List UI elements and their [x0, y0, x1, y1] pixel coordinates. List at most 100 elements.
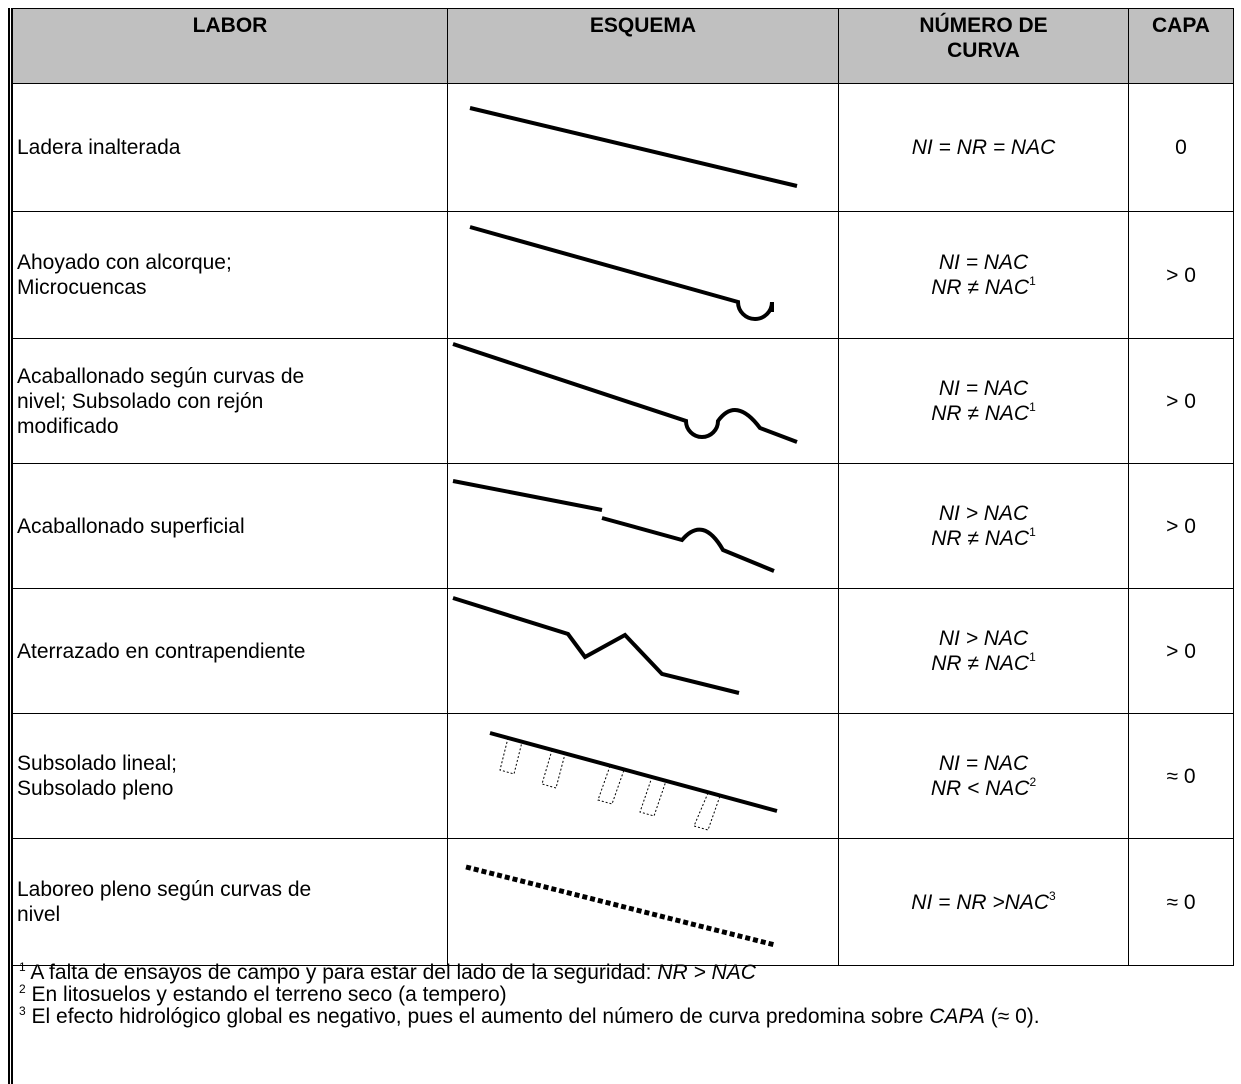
- footnote: 1 A falta de ensayos de campo y para est…: [19, 960, 1233, 984]
- labor-cell: Ladera inalterada: [10, 83, 448, 212]
- table-row: Ladera inalterada NI = NR = NAC 0: [10, 83, 1234, 212]
- curva-cell: NI = NR = NAC: [838, 83, 1129, 212]
- header-text: ESQUEMA: [589, 14, 697, 37]
- curva-text: NI > NAC: [938, 502, 1029, 525]
- footnote-mark: 2: [19, 982, 26, 996]
- schema-cell: [447, 338, 839, 464]
- table-row: Laboreo pleno según curvas de nivel NI = N…: [10, 838, 1234, 966]
- footnote-text: El efecto hidrológico global es negativo…: [31, 1005, 930, 1028]
- curva-cell: NI > NAC NR ≠ NAC1: [838, 588, 1129, 714]
- footnote-ref: 1: [1029, 400, 1036, 414]
- curva-text: NR ≠ NAC: [931, 402, 1030, 425]
- schema-cell: [447, 211, 839, 339]
- curva-text: NI = NAC: [938, 752, 1029, 775]
- footnote-italic: NR > NAC: [657, 961, 756, 984]
- capa-cell: > 0: [1128, 211, 1234, 339]
- footnote-ref: 3: [1049, 888, 1056, 903]
- labor-text: modificado: [17, 414, 119, 438]
- labor-text: Microcuencas: [17, 276, 147, 299]
- labor-table: LABOR ESQUEMA NÚMERO DE CURVA CAPA Ladera in…: [8, 8, 1234, 966]
- footnote: 3 El efecto hidrológico global es negati…: [19, 1004, 1233, 1028]
- curva-cell: NI = NAC NR ≠ NAC1: [838, 211, 1129, 339]
- footnote-ref: 2: [1029, 775, 1037, 789]
- labor-cell: Acaballonado superficial: [10, 463, 448, 589]
- labor-text: nivel; Subsolado con rejón: [17, 389, 264, 413]
- curva-line: NR ≠ NAC1: [843, 651, 1124, 676]
- header-text: CAPA: [1152, 14, 1210, 37]
- labor-cell: Ahoyado con alcorque; Microcuencas: [10, 211, 448, 339]
- curva-text: NI = NR >NAC: [911, 890, 1049, 914]
- capa-cell: > 0: [1128, 588, 1234, 714]
- labor-text: Ahoyado con alcorque;: [17, 251, 232, 274]
- labor-cell: Acaballonado según curvas de nivel; Subso…: [10, 338, 448, 464]
- schema-cell: [447, 713, 839, 839]
- capa-cell: > 0: [1128, 338, 1234, 464]
- curva-line: NI = NR = NAC: [843, 135, 1124, 160]
- curva-line: NR ≠ NAC1: [843, 401, 1124, 426]
- labor-cell: Subsolado lineal; Subsolado pleno: [10, 713, 448, 839]
- footnote-mark: 1: [19, 960, 26, 974]
- labor-text: Acaballonado superficial: [17, 514, 245, 538]
- labor-text: Laboreo pleno según curvas de: [17, 878, 312, 901]
- curva-text: NR ≠ NAC: [931, 652, 1030, 675]
- curva-line: NI = NAC: [843, 376, 1124, 401]
- capa-cell: ≈ 0: [1128, 838, 1234, 966]
- schema-cell: [447, 588, 839, 714]
- curva-line: NI = NR >NAC3: [843, 890, 1124, 915]
- labor-text: nivel: [17, 903, 61, 926]
- labor-text: Aterrazado en contrapendiente: [17, 639, 306, 663]
- schema-cell: [447, 838, 839, 966]
- curva-text: NR < NAC: [930, 777, 1030, 800]
- table-row: Aterrazado en contrapendiente NI > NAC NR …: [10, 588, 1234, 714]
- footnote-text: (≈ 0).: [984, 1005, 1040, 1028]
- header-text: NÚMERO DE: [919, 14, 1048, 37]
- curva-line: NR ≠ NAC1: [843, 526, 1124, 551]
- curva-text: NI = NAC: [938, 377, 1029, 400]
- header-text: LABOR: [192, 14, 268, 37]
- curva-text: NI = NAC: [938, 251, 1029, 274]
- curva-text: NI > NAC: [938, 627, 1029, 650]
- labor-cell: Laboreo pleno según curvas de nivel: [10, 838, 448, 966]
- footnote-ref: 1: [1029, 525, 1036, 539]
- footnote-text: En litosuelos y estando el terreno seco …: [31, 983, 507, 1006]
- labor-text: Subsolado pleno: [17, 777, 174, 800]
- footnote-ref: 1: [1029, 274, 1036, 288]
- table-row: Subsolado lineal; Subsolado pleno NI = NAC…: [10, 713, 1234, 839]
- curva-text: NR ≠ NAC: [931, 527, 1030, 550]
- labor-cell: Aterrazado en contrapendiente: [10, 588, 448, 714]
- header-text: CURVA: [947, 39, 1020, 62]
- header-cell: ESQUEMA: [447, 8, 839, 84]
- header-row: LABOR ESQUEMA NÚMERO DE CURVA CAPA: [10, 8, 1234, 84]
- header-cell: CAPA: [1128, 8, 1234, 84]
- labor-text: Subsolado lineal;: [17, 752, 177, 775]
- curva-line: NR ≠ NAC1: [843, 275, 1124, 300]
- footnotes: 1 A falta de ensayos de campo y para est…: [8, 960, 1233, 1084]
- labor-text: Ladera inalterada: [17, 136, 181, 159]
- table-body: Ladera inalterada NI = NR = NAC 0 Ahoyado c…: [10, 83, 1234, 966]
- footnote-mark: 3: [19, 1004, 26, 1018]
- table-row: Ahoyado con alcorque; Microcuencas NI = NA…: [10, 211, 1234, 339]
- header-cell: LABOR: [10, 8, 448, 84]
- schema-cell: [447, 463, 839, 589]
- footnote-text: A falta de ensayos de campo y para estar…: [30, 961, 658, 984]
- labor-text: Acaballonado según curvas de: [17, 364, 305, 388]
- curva-cell: NI > NAC NR ≠ NAC1: [838, 463, 1129, 589]
- curva-line: NI > NAC: [843, 626, 1124, 651]
- curva-cell: NI = NAC NR ≠ NAC1: [838, 338, 1129, 464]
- footnote: 2 En litosuelos y estando el terreno sec…: [19, 982, 1233, 1006]
- table-row: Acaballonado superficial NI > NAC NR ≠ NAC…: [10, 463, 1234, 589]
- capa-cell: > 0: [1128, 463, 1234, 589]
- schema-cell: [447, 83, 839, 212]
- capa-cell: 0: [1128, 83, 1234, 212]
- curva-cell: NI = NR >NAC3: [838, 838, 1129, 966]
- curva-line: NI > NAC: [843, 501, 1124, 526]
- curva-text: NI = NR = NAC: [911, 136, 1056, 159]
- curva-text: NR ≠ NAC: [931, 276, 1030, 299]
- header-cell: NÚMERO DE CURVA: [838, 8, 1129, 84]
- footnote-italic: CAPA: [929, 1005, 985, 1028]
- curva-line: NI = NAC: [843, 250, 1124, 275]
- footnote-ref: 1: [1029, 650, 1036, 664]
- curva-line: NI = NAC: [843, 751, 1124, 776]
- table-row: Acaballonado según curvas de nivel; Subso…: [10, 338, 1234, 464]
